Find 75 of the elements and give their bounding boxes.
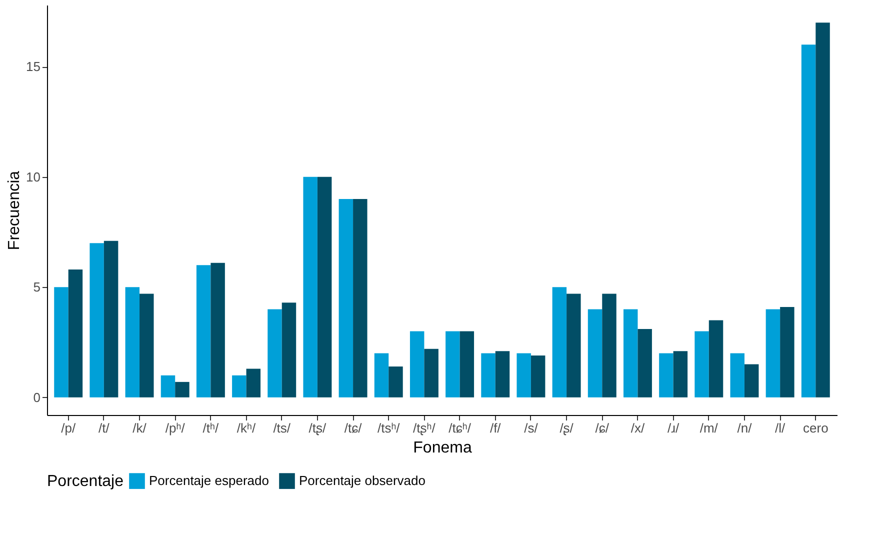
bar	[104, 240, 118, 398]
bar	[780, 306, 794, 398]
bar	[588, 309, 602, 398]
bar	[481, 353, 496, 398]
x-tick-label: /tʂʰ/	[413, 420, 436, 436]
bar	[160, 375, 176, 398]
x-tick-label: /ʂ/	[560, 420, 574, 436]
bar	[196, 265, 211, 398]
x-tick-label: /t/	[98, 420, 110, 436]
x-tick-label: /tsʰ/	[377, 420, 400, 436]
bar	[530, 355, 546, 398]
bar	[54, 287, 68, 398]
legend-label: Porcentaje esperado	[149, 473, 269, 488]
y-axis-title: Frecuencia	[6, 170, 24, 250]
bar	[552, 287, 567, 398]
x-tick-label: /ɹ/	[668, 420, 680, 436]
bar	[602, 294, 616, 398]
bar	[801, 44, 816, 398]
y-tick-label: 10	[26, 169, 40, 184]
bar	[623, 309, 638, 398]
bar	[303, 176, 318, 398]
x-tick-label: /tʰ/	[202, 420, 219, 436]
bar	[353, 198, 368, 398]
bar	[673, 351, 688, 398]
bar	[708, 320, 724, 398]
bar	[90, 243, 104, 398]
bar	[246, 368, 261, 398]
x-axis-title: Fonema	[413, 440, 472, 456]
x-tick-label: /tɕ/	[344, 420, 362, 436]
bar	[516, 353, 531, 398]
x-tick-label: /tɕʰ/	[448, 420, 472, 436]
bar	[232, 375, 246, 398]
x-tick-label: /s/	[524, 420, 538, 436]
bar	[424, 348, 438, 398]
bar	[766, 309, 780, 398]
x-tick-label: /p/	[61, 420, 76, 436]
x-tick-label: /ts/	[273, 420, 291, 436]
bar	[338, 198, 354, 398]
x-tick-label: /x/	[630, 420, 645, 436]
bar	[410, 331, 424, 398]
x-tick-label: /tʂ/	[308, 420, 326, 436]
bar	[268, 309, 282, 398]
x-tick-label: /k/	[132, 420, 147, 436]
bar	[694, 331, 709, 398]
bar	[175, 382, 190, 398]
bar	[68, 270, 83, 398]
bar	[282, 302, 296, 398]
bar	[210, 262, 225, 398]
bar	[388, 366, 403, 398]
legend-title: Porcentaje	[47, 473, 124, 490]
x-tick-label: /ɕ/	[595, 420, 610, 436]
x-tick-label: cero	[803, 420, 828, 436]
bar	[140, 294, 154, 398]
bar	[460, 331, 474, 398]
bar	[317, 176, 332, 398]
bar	[816, 22, 830, 398]
x-tick-label: /kʰ/	[236, 420, 256, 436]
legend-label: Porcentaje observado	[299, 473, 426, 488]
x-tick-label: /f/	[490, 420, 502, 436]
y-tick-label: 15	[26, 59, 40, 74]
bar	[495, 351, 510, 398]
bar	[659, 353, 674, 398]
bar	[125, 287, 140, 398]
x-tick-label: /n/	[737, 420, 752, 436]
x-tick-label: /pʰ/	[165, 420, 186, 436]
bar	[638, 329, 652, 398]
bar	[744, 364, 759, 398]
bar	[730, 353, 744, 398]
x-tick-label: /l/	[775, 420, 786, 436]
bar	[446, 331, 460, 398]
x-tick-label: /m/	[700, 420, 718, 436]
bar	[374, 353, 389, 398]
y-tick-label: 0	[33, 390, 40, 405]
bar	[566, 294, 581, 398]
y-tick-label: 5	[33, 280, 40, 295]
